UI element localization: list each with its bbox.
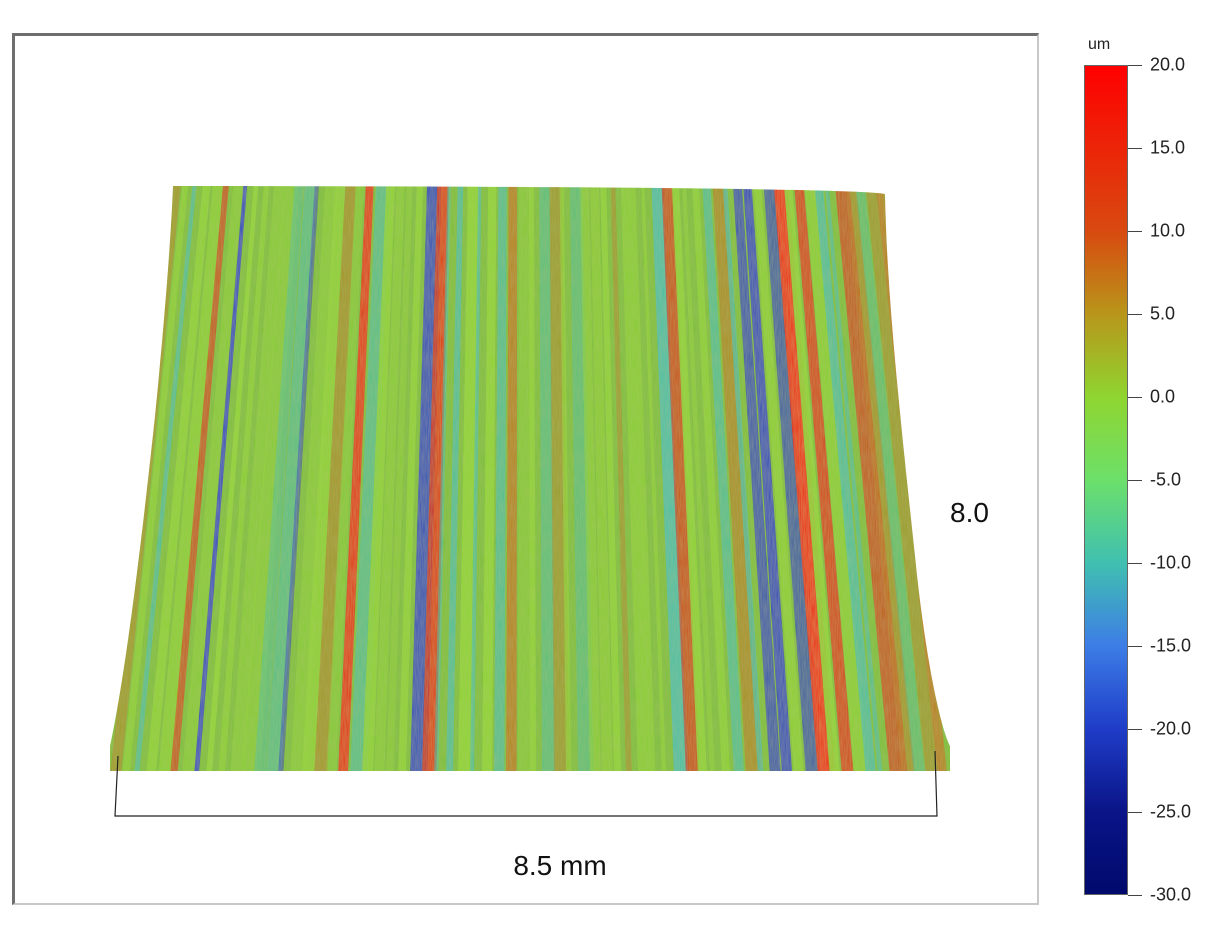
colorbar-tick: [1128, 231, 1142, 232]
surface-stripes: [110, 186, 950, 771]
surface-stripe: [290, 186, 339, 771]
surface-stripe: [661, 186, 701, 771]
surface-stripe: [362, 186, 396, 771]
surface-stripe: [793, 186, 854, 771]
surface-stripe: [762, 186, 822, 771]
surface-stripe: [529, 186, 537, 771]
colorbar-tick-label: -15.0: [1150, 635, 1192, 656]
colorbar-tick: [1128, 895, 1142, 896]
surface-stripe: [752, 186, 804, 771]
surface-stripe: [158, 186, 225, 771]
colorbar-tick-label: 15.0: [1150, 137, 1186, 158]
surface-stripe: [146, 186, 212, 771]
colorbar: [1084, 65, 1128, 895]
surface-stripe: [122, 186, 190, 771]
surface-stripe: [539, 186, 556, 771]
surface-stripe: [326, 186, 365, 771]
surface-stripe: [813, 186, 877, 771]
surface-stripe: [732, 186, 781, 771]
surface-stripe: [691, 186, 731, 771]
colorbar-tick-label: -10.0: [1150, 552, 1192, 573]
surface-stripe: [681, 186, 716, 771]
surface-stripe: [722, 186, 764, 771]
colorbar-tick: [1128, 65, 1142, 66]
surface-stripe: [374, 186, 406, 771]
surface-stripe: [742, 186, 793, 771]
colorbar-tick-label: -25.0: [1150, 801, 1192, 822]
surface-stripe: [386, 186, 413, 771]
surface-stripe: [302, 186, 346, 771]
surface-stripe: [701, 186, 745, 771]
surface-stripe: [410, 186, 442, 771]
surface-stripe: [170, 186, 230, 771]
surface-stripe: [620, 186, 651, 771]
plot-area[interactable]: [12, 33, 1039, 905]
surface-stripe: [134, 186, 198, 771]
surface-stripe: [278, 186, 320, 771]
surface-stripe: [338, 186, 375, 771]
surface-stripe: [506, 186, 518, 771]
surface-stripe: [446, 186, 464, 771]
colorbar-unit: um: [1088, 36, 1111, 53]
surface-3d-render: [110, 186, 950, 817]
surface-stripe: [254, 186, 305, 771]
surface-stripe: [314, 186, 357, 771]
surface-stripe: [854, 186, 926, 771]
surface-stripe: [579, 186, 601, 771]
colorbar-tick: [1128, 729, 1142, 730]
colorbar-tick-label: -20.0: [1150, 718, 1192, 739]
surface-stripe: [640, 186, 667, 771]
colorbar-tick: [1128, 397, 1142, 398]
surface-stripe: [422, 186, 450, 771]
colorbar-tick-label: -30.0: [1150, 884, 1192, 905]
surface-stripe: [590, 186, 613, 771]
surface-stripe: [600, 186, 622, 771]
surface-stripe: [610, 186, 632, 771]
colorbar-tick: [1128, 646, 1142, 647]
surface-stripe: [194, 186, 248, 771]
surface-stripe: [182, 186, 244, 771]
colorbar-tick-label: 20.0: [1150, 54, 1186, 75]
surface-stripe: [783, 186, 841, 771]
colorbar-tick: [1128, 812, 1142, 813]
colorbar-tick: [1128, 148, 1142, 149]
surface-stripe: [651, 186, 689, 771]
colorbar-tick: [1128, 563, 1142, 564]
surface-stripe: [218, 186, 270, 771]
surface-stripe: [630, 186, 656, 771]
surface-stripe: [559, 186, 572, 771]
surface-stripe: [844, 186, 916, 771]
surface-stripe: [671, 186, 708, 771]
surface-stripe: [398, 186, 424, 771]
dimension-bracket: [114, 750, 938, 817]
colorbar-tick-label: -5.0: [1150, 469, 1182, 490]
x-dimension-label: 8.5 mm: [513, 850, 607, 881]
surface-stripe: [470, 186, 482, 771]
colorbar-tick-label: 0.0: [1150, 386, 1176, 407]
surface-stripe: [482, 186, 497, 771]
colorbar-tick: [1128, 480, 1142, 481]
colorbar-tick-label: 5.0: [1150, 303, 1176, 324]
y-dimension-label: 8.0: [950, 497, 989, 528]
surface-stripe: [266, 186, 318, 771]
surface-stripe: [803, 186, 869, 771]
surface-stripe: [206, 186, 259, 771]
surface-stripe: [434, 186, 452, 771]
surface-stripe: [350, 186, 391, 771]
surface-stripe: [823, 186, 883, 771]
surface-stripe: [494, 186, 507, 771]
colorbar-tick-label: 10.0: [1150, 220, 1186, 241]
colorbar-tick: [1128, 314, 1142, 315]
surface-stripe: [230, 186, 286, 771]
